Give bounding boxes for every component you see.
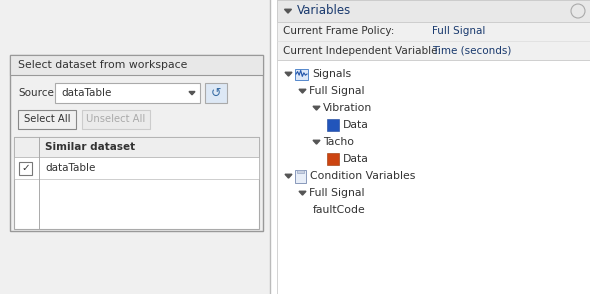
Polygon shape: [313, 140, 320, 144]
Text: Current Independent Variable:: Current Independent Variable:: [283, 46, 441, 56]
Text: Current Frame Policy:: Current Frame Policy:: [283, 26, 394, 36]
Text: Signals: Signals: [312, 69, 351, 79]
Bar: [327, 119, 339, 131]
Bar: [14, 157, 259, 179]
Bar: [14, 137, 259, 229]
Bar: [55, 83, 200, 103]
Polygon shape: [189, 91, 195, 95]
Text: Select All: Select All: [24, 114, 70, 124]
Bar: [0, 0, 270, 294]
Bar: [10, 55, 263, 75]
Text: Time (seconds): Time (seconds): [432, 46, 512, 56]
Bar: [277, 22, 590, 60]
Text: Variables: Variables: [297, 4, 351, 18]
Polygon shape: [285, 174, 292, 178]
Text: Vibration: Vibration: [323, 103, 372, 113]
Polygon shape: [299, 89, 306, 93]
Text: Similar dataset: Similar dataset: [45, 142, 135, 152]
Bar: [277, 0, 590, 22]
Polygon shape: [299, 191, 306, 195]
Text: ✓: ✓: [21, 163, 30, 173]
Text: Data: Data: [343, 120, 369, 130]
Bar: [10, 55, 263, 231]
Text: Condition Variables: Condition Variables: [310, 171, 415, 181]
Bar: [295, 69, 308, 79]
Text: Select dataset from workspace: Select dataset from workspace: [18, 60, 188, 70]
Text: Source: Source: [18, 88, 54, 98]
Circle shape: [571, 4, 585, 18]
Bar: [327, 153, 339, 165]
Bar: [295, 170, 306, 183]
Text: faultCode: faultCode: [313, 205, 366, 215]
Polygon shape: [285, 72, 292, 76]
Bar: [19, 162, 32, 175]
Text: Unselect All: Unselect All: [86, 114, 146, 124]
Polygon shape: [284, 9, 291, 13]
Text: Full Signal: Full Signal: [309, 86, 365, 96]
Bar: [82, 110, 150, 129]
Text: dataTable: dataTable: [61, 88, 112, 98]
Polygon shape: [313, 106, 320, 110]
Text: dataTable: dataTable: [45, 163, 96, 173]
Bar: [277, 60, 590, 294]
Text: Tacho: Tacho: [323, 137, 354, 147]
Bar: [297, 170, 304, 173]
Bar: [18, 110, 76, 129]
Text: Full Signal: Full Signal: [432, 26, 486, 36]
Text: Full Signal: Full Signal: [309, 188, 365, 198]
Text: Data: Data: [343, 154, 369, 164]
Bar: [14, 137, 259, 157]
Text: ↺: ↺: [211, 86, 221, 99]
Bar: [205, 83, 227, 103]
